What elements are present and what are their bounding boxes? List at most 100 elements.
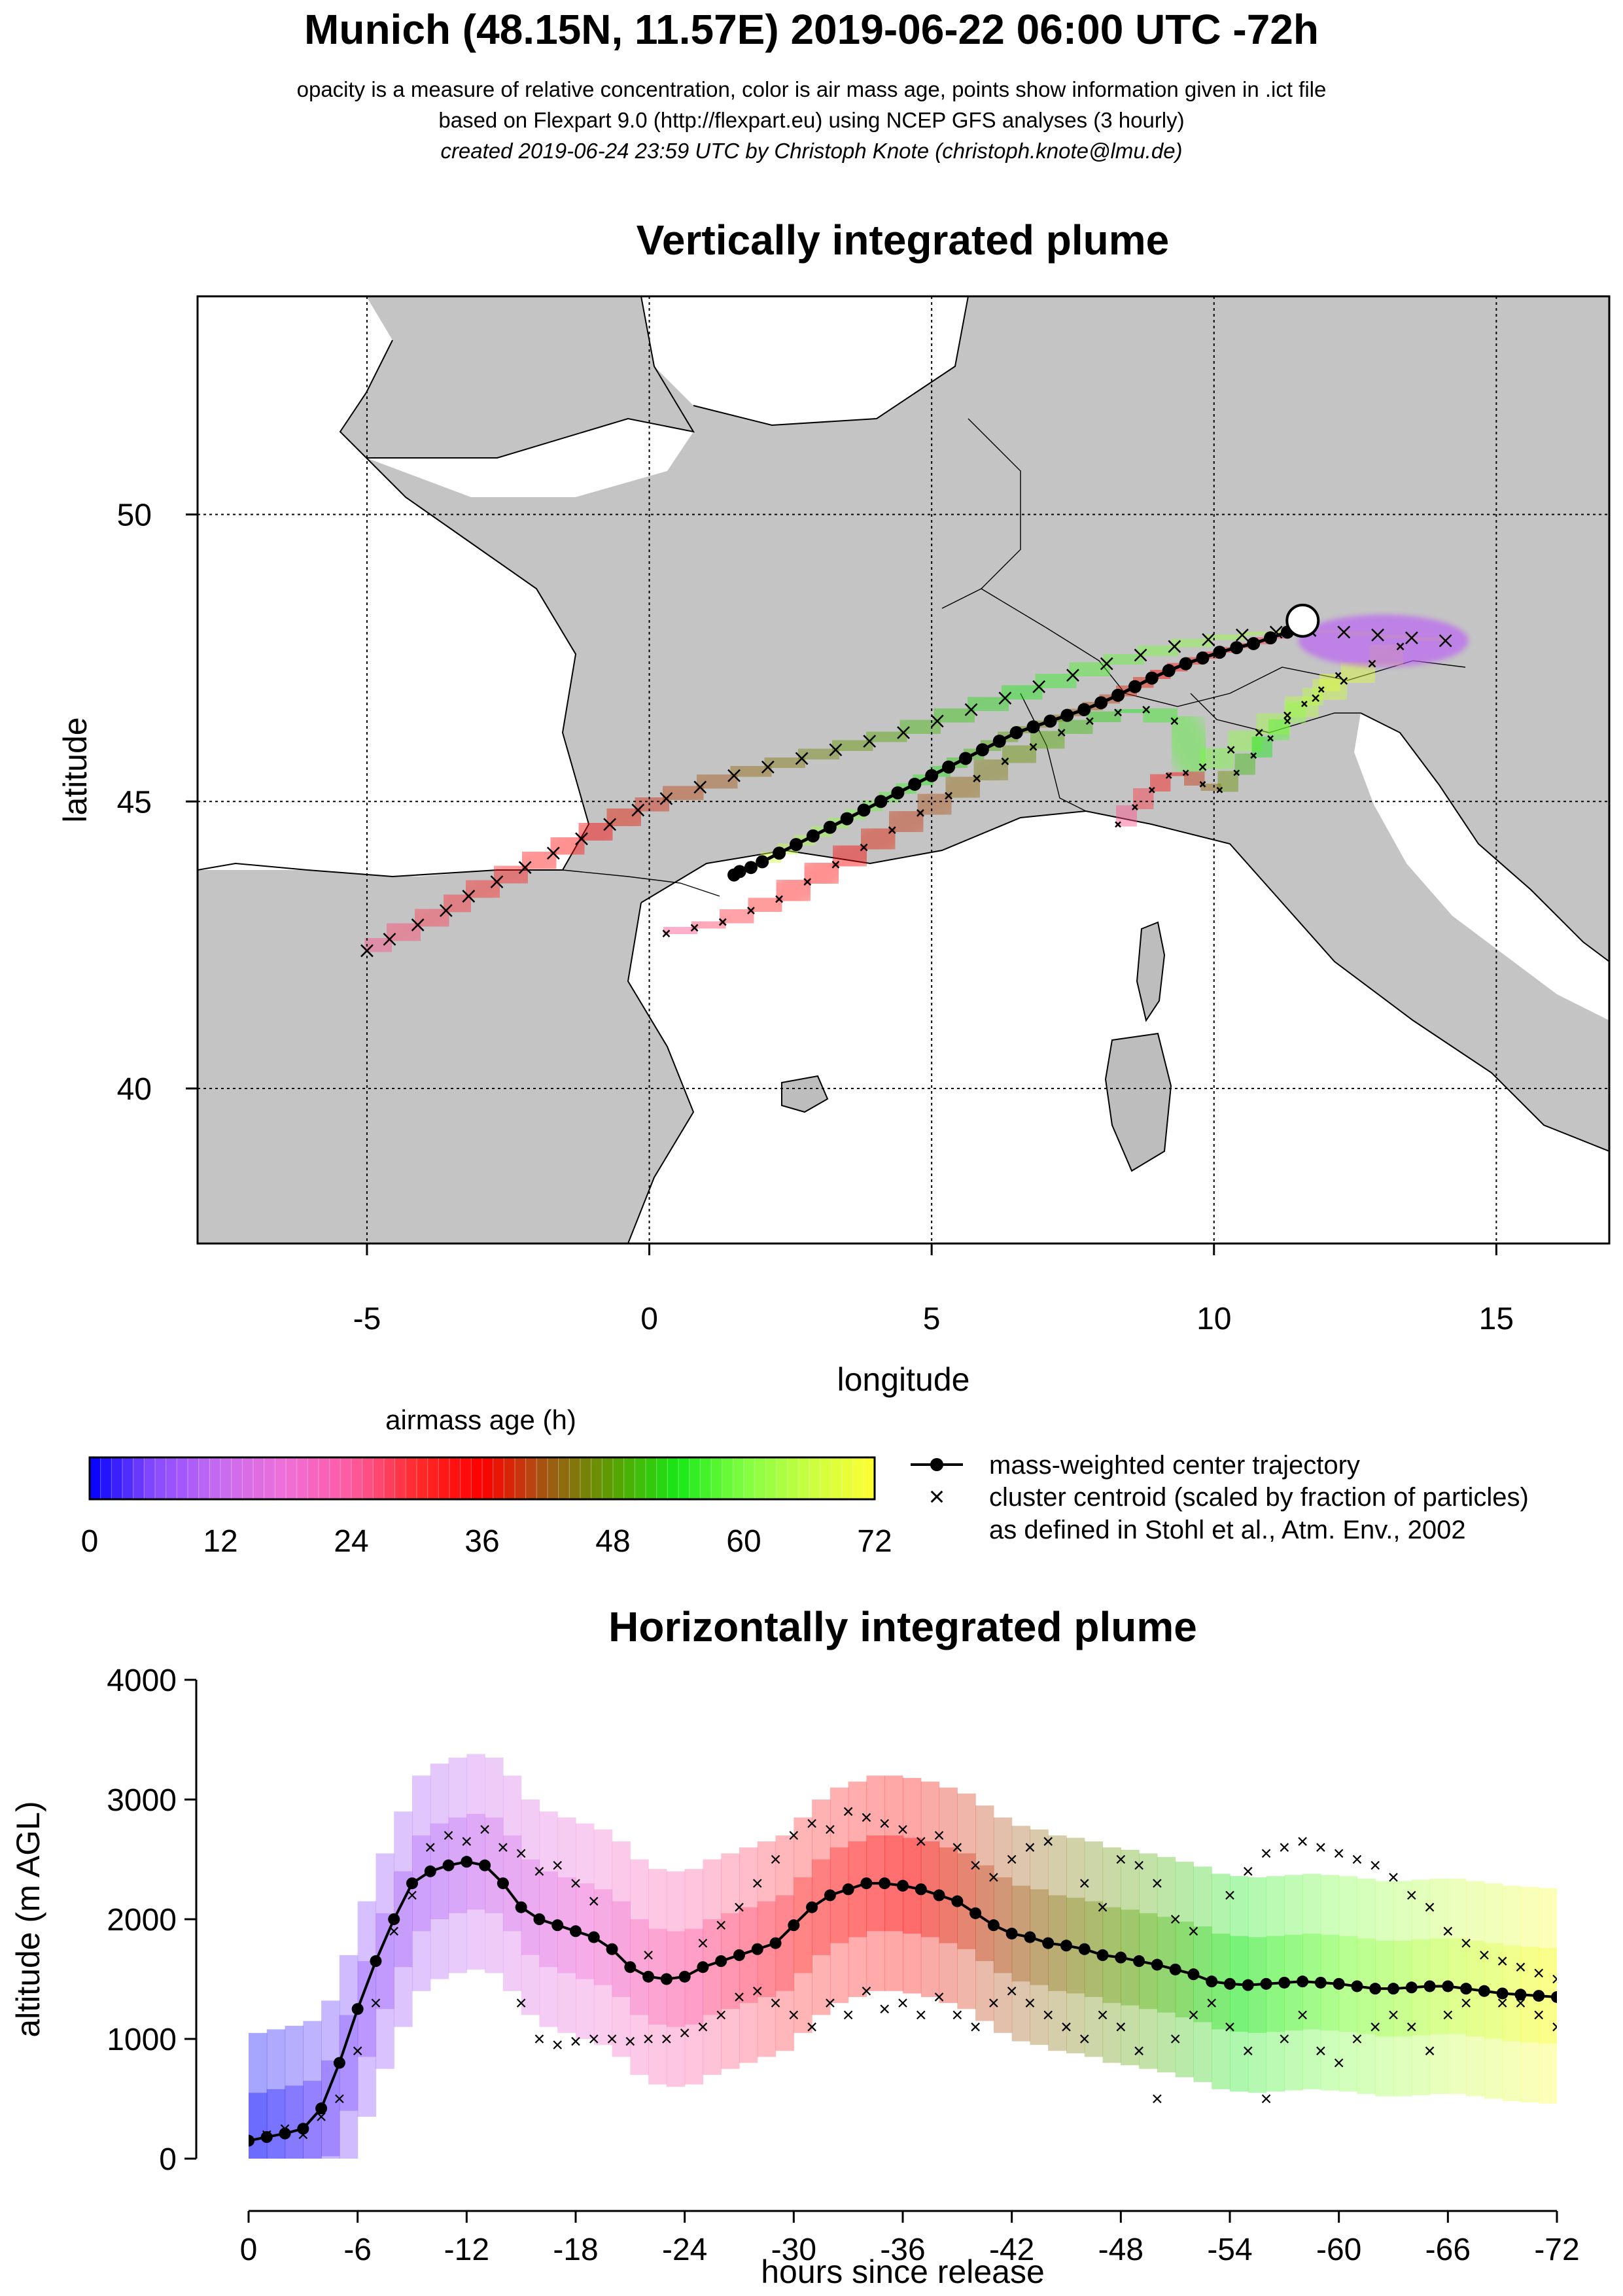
colorbar-cell bbox=[198, 1457, 211, 1500]
profile-centroid-cross bbox=[1389, 1873, 1398, 1882]
map-centroid-cross bbox=[1148, 786, 1155, 793]
map-centroid-cross bbox=[1227, 746, 1235, 754]
profile-trajectory-point bbox=[660, 1973, 672, 1985]
map-centroid-cross bbox=[631, 803, 645, 817]
map-x-label: longitude bbox=[837, 1361, 970, 1398]
profile-centroid-cross bbox=[1244, 1867, 1253, 1876]
map-y-label: latitude bbox=[57, 717, 94, 822]
map-centroid-cross bbox=[829, 743, 843, 757]
sardinia bbox=[1104, 1032, 1172, 1172]
map-centroid-cross bbox=[1405, 631, 1418, 645]
profile-centroid-cross bbox=[1170, 1915, 1180, 1924]
map-centroid-cross bbox=[693, 780, 707, 794]
map-trajectory-point bbox=[789, 838, 803, 852]
map-centroid-cross bbox=[1066, 669, 1079, 682]
map-frame bbox=[196, 295, 1611, 1245]
profile-trajectory-point bbox=[479, 1859, 491, 1871]
map-trajectory-point bbox=[992, 735, 1006, 748]
colorbar-cell bbox=[809, 1457, 821, 1500]
colorbar-cell bbox=[133, 1457, 145, 1500]
colorbar-cell bbox=[111, 1457, 124, 1500]
profile-x-tick-label: -48 bbox=[1098, 2233, 1143, 2267]
colorbar-cell bbox=[285, 1457, 298, 1500]
profile-centroid-cross bbox=[462, 1837, 472, 1846]
map-centroid-cross bbox=[360, 944, 374, 958]
corsica bbox=[1136, 921, 1166, 1022]
release-point-marker bbox=[1285, 603, 1320, 638]
colorbar-cell bbox=[274, 1457, 287, 1500]
profile-centroid-cross bbox=[1552, 2022, 1557, 2032]
map-centroid-cross bbox=[916, 809, 924, 817]
profile-x-label: hours since release bbox=[761, 2253, 1045, 2290]
map-centroid-cross bbox=[383, 932, 396, 946]
map-centroid-cross bbox=[863, 735, 877, 748]
profile-trajectory-point bbox=[388, 1913, 400, 1925]
colorbar-cell bbox=[623, 1457, 636, 1500]
profile-trajectory-point bbox=[678, 1970, 691, 1983]
adriatic-sea bbox=[1354, 713, 1609, 1020]
north-sea bbox=[641, 296, 968, 425]
legend-centroid-label: cluster centroid (scaled by fraction of … bbox=[989, 1483, 1529, 1512]
profile-centroid-cross bbox=[771, 1998, 780, 2008]
legend-cross-swatch: × bbox=[929, 1481, 945, 1512]
map-trajectory-point bbox=[1264, 631, 1278, 645]
profile-trajectory-point bbox=[751, 1943, 763, 1955]
map-centroid-cross bbox=[490, 875, 504, 889]
profile-centroid-cross bbox=[1280, 2034, 1289, 2044]
profile-centroid-cross bbox=[1261, 1849, 1271, 1858]
colorbar-cell bbox=[405, 1457, 418, 1500]
colorbar-tick-label: 12 bbox=[203, 1524, 237, 1559]
profile-x-axis: 0 -6 -12 -18 -24 -30 -36 -42 -48 -54 -60 -66 -72 bbox=[240, 2211, 1580, 2267]
colorbar-cell bbox=[154, 1457, 167, 1500]
colorbar-cell bbox=[722, 1457, 734, 1500]
profile-trajectory-point bbox=[1496, 1987, 1509, 2000]
profile-centroid-cross bbox=[1443, 2010, 1453, 2020]
colorbar-cell bbox=[470, 1457, 483, 1500]
profile-centroid-cross bbox=[753, 1987, 762, 1996]
colorbar-tick-label: 72 bbox=[857, 1524, 892, 1559]
profile-trajectory-point bbox=[1206, 1975, 1218, 1988]
profile-centroid-cross bbox=[1134, 1860, 1143, 1870]
profile-centroid-cross bbox=[1425, 1902, 1435, 1912]
profile-centroid-cross bbox=[716, 1921, 725, 1930]
profile-centroid-cross bbox=[789, 1831, 799, 1840]
map-centroid-cross bbox=[1368, 659, 1376, 668]
profile-trajectory-point bbox=[1423, 1980, 1436, 1992]
map-centroid-cross bbox=[1085, 717, 1094, 725]
map-trajectory-point bbox=[891, 786, 905, 800]
profile-centroid-cross bbox=[1516, 1998, 1526, 2008]
profile-trajectory-point bbox=[624, 1961, 637, 1974]
map-trajectory-point bbox=[1196, 651, 1210, 665]
colorbar-cell bbox=[296, 1457, 309, 1500]
colorbar-cell bbox=[547, 1457, 559, 1500]
profile-centroid-cross bbox=[1189, 2010, 1198, 2020]
profile-trajectory-point bbox=[587, 1931, 600, 1943]
profile-centroid-cross bbox=[1170, 2034, 1180, 2044]
colorbar-cell bbox=[318, 1457, 330, 1500]
profile-centroid-cross bbox=[1370, 1860, 1380, 1870]
colorbar-cell bbox=[253, 1457, 265, 1500]
colorbar-cell bbox=[601, 1457, 614, 1500]
profile-centroid-cross bbox=[1098, 2010, 1108, 2020]
mediterranean-sea bbox=[628, 811, 1609, 1244]
map-y-axis: 40 45 50 bbox=[117, 498, 198, 1107]
profile-centroid-cross bbox=[1043, 2010, 1053, 2020]
colorbar-cell bbox=[209, 1457, 222, 1500]
profile-trajectory-point bbox=[1024, 1931, 1036, 1943]
colorbar-cell bbox=[841, 1457, 854, 1500]
colorbar-cell bbox=[678, 1457, 690, 1500]
profile-trajectory-point bbox=[1242, 1979, 1254, 1991]
profile-centroid-cross bbox=[1189, 1926, 1198, 1936]
profile-trajectory-point bbox=[406, 1877, 418, 1890]
map-trajectory-point bbox=[744, 861, 758, 875]
map-trajectory-point bbox=[1179, 657, 1193, 670]
map-centroid-cross bbox=[1255, 729, 1263, 737]
map-centroid-cross bbox=[1202, 633, 1215, 646]
profile-centroid-cross bbox=[1407, 1890, 1416, 1900]
legend-dot-swatch bbox=[930, 1458, 943, 1471]
colorbar-cell bbox=[558, 1457, 570, 1500]
profile-x-tick-label: -18 bbox=[553, 2233, 598, 2267]
map-trajectory-point bbox=[840, 812, 854, 826]
profile-trajectory-point bbox=[1333, 1977, 1345, 1990]
colorbar-tick-label: 36 bbox=[464, 1524, 499, 1559]
